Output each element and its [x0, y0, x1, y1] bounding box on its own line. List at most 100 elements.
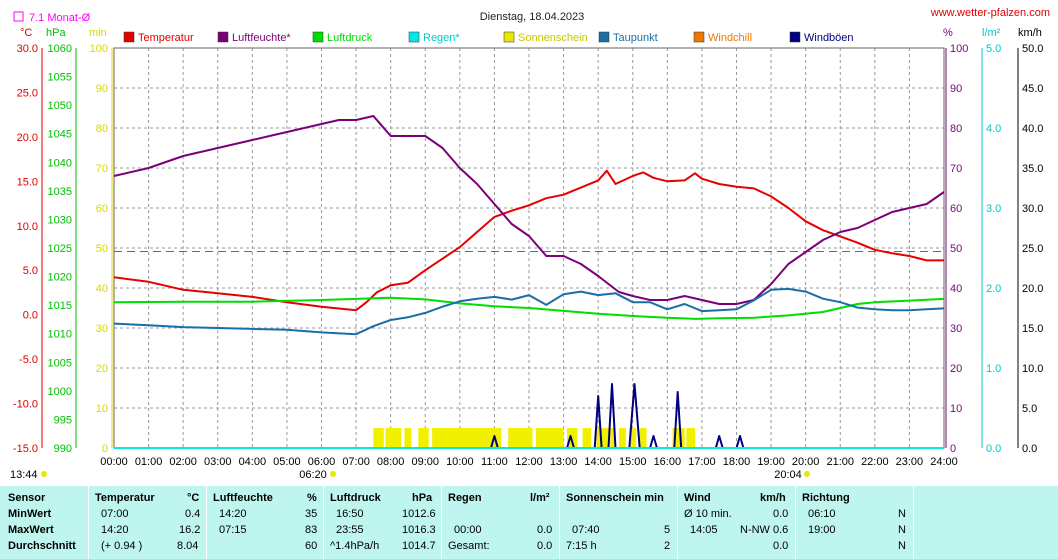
time-tick: 01:00: [135, 456, 163, 468]
sunshine-bar: [418, 428, 429, 448]
unit-percent: %: [943, 27, 953, 39]
hpa-tick: 1040: [48, 157, 72, 169]
sunshine-bar: [385, 428, 402, 448]
hum-max-val: 83: [305, 524, 318, 536]
press-avg-note: ^1.4hPa/h: [330, 540, 380, 552]
pct-tick: 10: [950, 403, 962, 415]
hpa-tick: 1025: [48, 243, 72, 255]
min-tick: 10: [96, 403, 108, 415]
min-tick: 50: [96, 243, 108, 255]
legend-label: Windchill: [708, 32, 752, 44]
wind-tick: 10.0: [1022, 363, 1043, 375]
site-link[interactable]: www.wetter-pfalzen.com: [930, 7, 1050, 19]
legend-label: Sonnenschein: [518, 32, 588, 44]
time-tick: 21:00: [826, 456, 854, 468]
min-tick: 80: [96, 123, 108, 135]
gust-line: [114, 383, 944, 449]
hum-head: Luftfeuchte: [213, 492, 273, 504]
left-axes: 30.0 25.0 20.0 15.0 10.0 5.0 0.0 -5.0 -10.0 -15.0…: [13, 43, 113, 455]
hpa-tick: 990: [54, 443, 72, 455]
temp-tick: -15.0: [13, 443, 38, 455]
hum-unit: %: [307, 492, 317, 504]
hpa-tick: 1045: [48, 129, 72, 141]
hpa-tick: 1020: [48, 272, 72, 284]
temp-tick: 30.0: [17, 43, 38, 55]
time-tick: 00:00: [100, 456, 128, 468]
rain-head: Regen: [448, 492, 482, 504]
col-direction: Richtung 06:10 N 19:00 N N: [795, 486, 914, 559]
time-tick: 10:00: [446, 456, 474, 468]
daylength-sun-icon: [41, 471, 47, 477]
rain-tick: 5.0: [986, 43, 1001, 55]
wind-tick: 35.0: [1022, 163, 1043, 175]
unit-min: min: [89, 27, 107, 39]
min-tick: 20: [96, 363, 108, 375]
rain-avg-note: Gesamt:: [448, 540, 490, 552]
min-tick: 90: [96, 83, 108, 95]
temp-min-val: 0.4: [185, 508, 201, 520]
legend-label: Taupunkt: [613, 32, 658, 44]
legend-swatch: [598, 31, 610, 43]
dir-max-val: N: [898, 524, 906, 536]
hpa-tick: 1060: [48, 43, 72, 55]
legend-swatch: [693, 31, 705, 43]
legend-label: Windböen: [804, 32, 854, 44]
press-min-val: 1012.6: [402, 508, 436, 520]
press-min-time: 16:50: [336, 508, 364, 520]
press-avg-val: 1014.7: [402, 540, 436, 552]
time-tick: 20:00: [792, 456, 820, 468]
col-temperature: Temperatur °C 07:00 0.4 14:20 16.2 (+ 0.…: [88, 486, 207, 559]
rain-tick: 0.0: [986, 443, 1001, 455]
wind-head: Wind: [684, 492, 711, 504]
time-tick: 07:00: [342, 456, 370, 468]
wind-min-val: 0.0: [773, 508, 789, 520]
hpa-tick: 1035: [48, 186, 72, 198]
min-tick: 0: [102, 443, 108, 455]
sunshine-bar: [629, 428, 637, 448]
sun-max-time: 07:40: [572, 524, 600, 536]
pct-tick: 60: [950, 203, 962, 215]
legend-swatch: [123, 31, 135, 43]
hpa-tick: 1010: [48, 329, 72, 341]
legend-label: Regen*: [423, 32, 460, 44]
dir-head: Richtung: [802, 492, 850, 504]
press-unit: hPa: [412, 492, 433, 504]
temp-unit: °C: [187, 492, 200, 504]
wind-max-val: 0.6: [773, 524, 789, 536]
temperature-line: [113, 169, 944, 312]
time-tick: 17:00: [688, 456, 716, 468]
min-tick: 70: [96, 163, 108, 175]
pressure-line: [113, 296, 945, 320]
temp-avg-note: (+ 0.94 ): [101, 540, 143, 552]
wind-tick: 50.0: [1022, 43, 1043, 55]
press-head: Luftdruck: [330, 492, 381, 504]
rain-tick: 1.0: [986, 363, 1001, 375]
hum-min-time: 14:20: [219, 508, 247, 520]
legend-swatch: [312, 31, 324, 43]
temp-tick: 10.0: [17, 221, 38, 233]
pct-tick: 40: [950, 283, 962, 295]
sunshine-bar: [610, 428, 616, 448]
time-tick: 14:00: [584, 456, 612, 468]
rain-max-val: 0.0: [537, 524, 553, 536]
rain-avg-val: 0.0: [537, 540, 553, 552]
temp-tick: 5.0: [23, 265, 38, 277]
legend-swatch: [503, 31, 515, 43]
unit-celsius: °C: [20, 27, 32, 39]
time-tick: 11:00: [481, 456, 508, 468]
legend-label: Luftdruck: [327, 32, 373, 44]
dir-min-time: 06:10: [808, 508, 836, 520]
time-tick: 04:00: [239, 456, 267, 468]
sun-max-val: 5: [664, 524, 671, 536]
sun-avg-val: 2: [664, 540, 671, 552]
time-tick: 02:00: [169, 456, 197, 468]
wind-max-dir: N-NW: [740, 524, 770, 536]
hpa-tick: 1030: [48, 214, 72, 226]
time-tick: 23:00: [896, 456, 924, 468]
hpa-tick: 1050: [48, 100, 72, 112]
row-label-sensor: Sensor: [8, 492, 46, 504]
hpa-tick: 1005: [48, 357, 72, 369]
right-axes: 10090807060504030201005.04.03.02.01.00.0…: [945, 43, 1043, 455]
pct-tick: 90: [950, 83, 962, 95]
time-tick: 03:00: [204, 456, 232, 468]
